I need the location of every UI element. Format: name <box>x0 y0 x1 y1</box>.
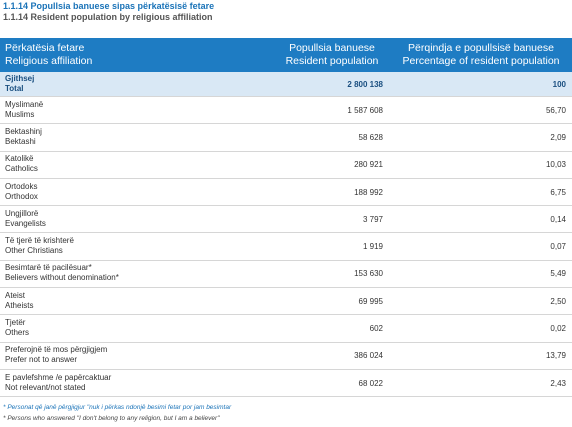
population: 188 992 <box>354 187 383 197</box>
header-text: Percentage of resident population <box>402 55 560 67</box>
footnote: * Personat që janë përgjigjur "nuk i për… <box>3 404 232 411</box>
percentage: 13,79 <box>545 351 566 361</box>
percentage: 0,07 <box>550 242 566 252</box>
header-text: Përqindja e popullsisë banuese <box>408 42 554 54</box>
table-row: Preferojnë të mos përgjigjem Prefer not t… <box>0 343 572 370</box>
title: 1.1.14 Popullsia banuese sipas përkatësi… <box>3 1 215 11</box>
population: 1 919 <box>362 242 383 252</box>
population: 1 587 608 <box>347 105 383 115</box>
row-label-en: Orthodox <box>5 191 38 201</box>
column-header: Popullsia banuese Resident population <box>262 42 402 68</box>
population: 58 628 <box>358 132 383 142</box>
table-header: Përkatësia fetare Religious affiliation P… <box>0 38 572 72</box>
population: 386 024 <box>354 351 383 361</box>
header-text: Përkatësia fetare <box>5 42 85 54</box>
table-row: Tjetër Others 602 0,02 <box>0 315 572 343</box>
population: 69 995 <box>358 296 383 306</box>
header-text: Resident population <box>285 55 379 67</box>
row-label: Të tjerë të krishterë <box>5 236 74 246</box>
table-row: Ateist Atheists 69 995 2,50 <box>0 288 572 316</box>
row-label: Myslimanë <box>5 99 44 109</box>
percentage: 0,02 <box>550 324 566 334</box>
row-label-en: Prefer not to answer <box>5 355 78 365</box>
row-label-en: Believers without denomination* <box>5 273 119 283</box>
row-label-en: Total <box>5 83 24 93</box>
population: 2 800 138 <box>347 79 383 89</box>
row-label-en: Evangelists <box>5 218 46 228</box>
table-row: Ungjillorë Evangelists 3 797 0,14 <box>0 206 572 234</box>
percentage: 56,70 <box>545 105 566 115</box>
table-row: Myslimanë Muslims 1 587 608 56,70 <box>0 97 572 125</box>
percentage: 2,09 <box>550 132 566 142</box>
table-row: E pavlefshme /e papërcaktuar Not relevant… <box>0 370 572 398</box>
population: 280 921 <box>354 160 383 170</box>
row-label: Ortodoks <box>5 181 38 191</box>
percentage: 0,14 <box>550 214 566 224</box>
row-label-en: Muslims <box>5 109 35 119</box>
row-label-en: Others <box>5 328 30 338</box>
percentage: 2,43 <box>550 378 566 388</box>
row-label: Preferojnë të mos përgjigjem <box>5 345 108 355</box>
population: 153 630 <box>354 269 383 279</box>
population: 3 797 <box>362 214 383 224</box>
footnote: * Persons who answered "I don't belong t… <box>3 415 220 422</box>
row-label-en: Not relevant/not stated <box>5 382 86 392</box>
row-label: Ungjillorë <box>5 208 39 218</box>
table-row: Besimtarë të pacilësuar* Believers withou… <box>0 261 572 289</box>
column-header: Përqindja e popullsisë banuese Percentage… <box>390 42 572 68</box>
percentage: 5,49 <box>550 269 566 279</box>
population: 68 022 <box>358 378 383 388</box>
row-label-en: Catholics <box>5 164 38 174</box>
header-text: Popullsia banuese <box>289 42 375 54</box>
row-label: Gjithsej <box>5 73 35 83</box>
row-label: Besimtarë të pacilësuar* <box>5 263 92 273</box>
table-row: Gjithsej Total 2 800 138 100 <box>0 72 572 97</box>
column-header: Përkatësia fetare Religious affiliation <box>5 42 92 68</box>
row-label: Tjetër <box>5 318 26 328</box>
header-text: Religious affiliation <box>5 55 93 67</box>
row-label-en: Bektashi <box>5 136 36 146</box>
table-row: Katolikë Catholics 280 921 10,03 <box>0 152 572 179</box>
percentage: 6,75 <box>550 187 566 197</box>
subtitle: 1.1.14 Resident population by religious … <box>3 12 213 22</box>
population: 602 <box>369 324 383 334</box>
percentage: 10,03 <box>545 160 566 170</box>
table-row: Të tjerë të krishterë Other Christians 1 9… <box>0 234 572 261</box>
row-label: Bektashinj <box>5 126 42 136</box>
row-label: Ateist <box>5 290 26 300</box>
row-label-en: Atheists <box>5 300 34 310</box>
percentage: 2,50 <box>550 296 566 306</box>
row-label: Katolikë <box>5 154 34 164</box>
row-label: E pavlefshme /e papërcaktuar <box>5 372 112 382</box>
table-row: Bektashinj Bektashi 58 628 2,09 <box>0 124 572 152</box>
row-label-en: Other Christians <box>5 246 63 256</box>
percentage: 100 <box>552 79 566 89</box>
table-row: Ortodoks Orthodox 188 992 6,75 <box>0 179 572 207</box>
